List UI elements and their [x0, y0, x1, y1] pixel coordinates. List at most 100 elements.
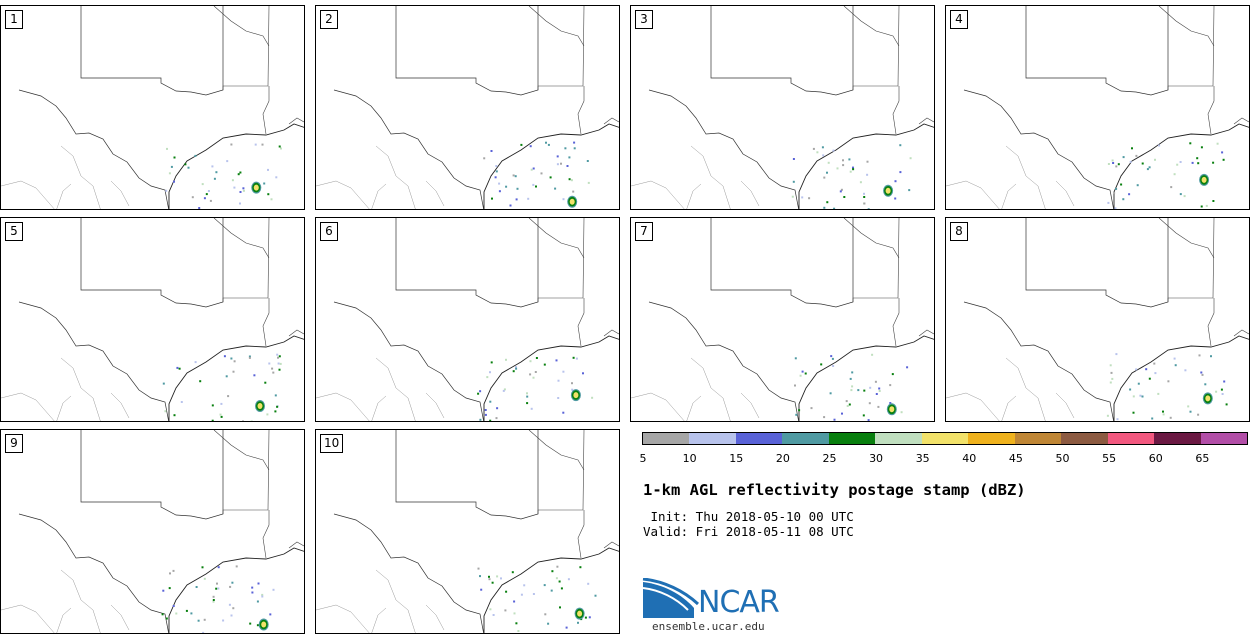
map-boundary	[852, 218, 900, 347]
reflectivity-cell	[1183, 195, 1186, 198]
reflectivity-cell	[1162, 413, 1165, 416]
reflectivity-cell	[263, 182, 266, 185]
map-boundary	[395, 430, 539, 520]
reflectivity-cell	[823, 416, 826, 419]
reflectivity-cell	[195, 586, 198, 588]
map-boundary	[710, 6, 854, 96]
map-boundary	[1, 357, 130, 421]
reflectivity-cell	[857, 389, 860, 392]
reflectivity-cell	[863, 196, 866, 198]
colorbar-tick: 10	[682, 452, 697, 465]
reflectivity-cell	[530, 168, 533, 171]
reflectivity-cell	[222, 619, 225, 622]
reflectivity-cell	[891, 373, 894, 376]
reflectivity-cell	[556, 565, 559, 568]
ensemble-member-panel: 7	[630, 217, 935, 422]
reflectivity-cell	[175, 612, 178, 615]
map-boundary	[631, 357, 760, 421]
reflectivity-cell	[560, 587, 563, 590]
reflectivity-cell	[1212, 161, 1215, 164]
reflectivity-cell	[498, 190, 501, 193]
map-boundary	[333, 89, 484, 209]
reflectivity-cell	[526, 395, 529, 398]
reflectivity-cell	[1184, 369, 1187, 372]
reflectivity-cell	[1220, 388, 1223, 391]
reflectivity-cell	[261, 595, 264, 598]
reflectivity-cell	[540, 172, 543, 175]
map-boundary	[222, 218, 270, 347]
reflectivity-cell	[220, 415, 223, 418]
reflectivity-cell	[511, 571, 514, 574]
reflectivity-cell	[272, 371, 275, 374]
reflectivity-cell	[226, 160, 229, 163]
reflectivity-cell	[850, 389, 853, 392]
storm-cluster	[261, 621, 267, 628]
reflectivity-cell	[566, 165, 569, 167]
reflectivity-cell	[517, 630, 520, 632]
reflectivity-cell	[1174, 364, 1177, 367]
reflectivity-cell	[562, 370, 565, 373]
reflectivity-cell	[527, 197, 530, 200]
reflectivity-cell	[239, 171, 242, 174]
reflectivity-cell	[239, 191, 242, 193]
reflectivity-cell	[848, 158, 851, 161]
reflectivity-cell	[1154, 158, 1156, 161]
reflectivity-cell	[849, 377, 852, 380]
reflectivity-cell	[816, 151, 819, 154]
reflectivity-cell	[173, 156, 176, 159]
colorbar-segment	[1154, 433, 1201, 444]
reflectivity-cell	[1132, 395, 1135, 398]
reflectivity-cell	[1197, 162, 1200, 165]
reflectivity-cell	[275, 176, 278, 179]
map-boundary	[963, 301, 1114, 421]
reflectivity-cell	[230, 357, 233, 360]
reflectivity-cell	[822, 154, 825, 157]
reflectivity-cell	[823, 206, 826, 209]
reflectivity-cell	[168, 587, 171, 590]
map-boundary	[222, 430, 270, 559]
storm-cluster	[885, 187, 891, 194]
colorbar-segment	[735, 433, 783, 444]
storm-cluster	[889, 406, 895, 413]
reflectivity-cell	[1200, 371, 1203, 374]
reflectivity-cell	[1196, 157, 1199, 160]
reflectivity-cell	[217, 566, 220, 569]
reflectivity-cell	[1146, 168, 1149, 171]
reflectivity-cell	[515, 367, 518, 370]
reflectivity-cell	[274, 410, 277, 413]
reflectivity-cell	[164, 410, 167, 413]
reflectivity-cell	[588, 616, 591, 619]
colorbar-tick: 55	[1102, 452, 1117, 465]
reflectivity-cell	[264, 381, 267, 384]
reflectivity-cell	[832, 149, 835, 152]
reflectivity-cell	[846, 405, 849, 407]
colorbar-tick: 5	[639, 452, 647, 465]
reflectivity-cell	[1205, 204, 1208, 207]
reflectivity-cell	[515, 198, 518, 201]
reflectivity-cell	[172, 569, 175, 572]
reflectivity-cell	[1131, 147, 1133, 150]
map-boundary	[946, 145, 1075, 209]
reflectivity-cell	[866, 173, 869, 176]
member-map	[631, 218, 934, 421]
reflectivity-cell	[908, 189, 911, 192]
reflectivity-cell	[484, 413, 487, 416]
reflectivity-cell	[851, 371, 854, 374]
reflectivity-cell	[233, 186, 236, 189]
reflectivity-cell	[894, 180, 897, 183]
map-boundary	[798, 335, 934, 421]
reflectivity-cell	[197, 619, 200, 622]
reflectivity-cell	[1109, 381, 1112, 384]
reflectivity-cell	[529, 373, 532, 376]
reflectivity-cell	[230, 143, 233, 146]
reflectivity-cell	[558, 580, 561, 583]
reflectivity-cell	[1170, 186, 1173, 189]
reflectivity-cell	[1215, 390, 1218, 393]
reflectivity-cell	[166, 147, 168, 150]
reflectivity-cell	[1122, 198, 1125, 201]
reflectivity-cell	[266, 413, 269, 416]
reflectivity-cell	[233, 360, 236, 363]
reflectivity-cell	[562, 198, 565, 201]
reflectivity-cell	[830, 355, 833, 358]
reflectivity-cell	[564, 147, 567, 150]
